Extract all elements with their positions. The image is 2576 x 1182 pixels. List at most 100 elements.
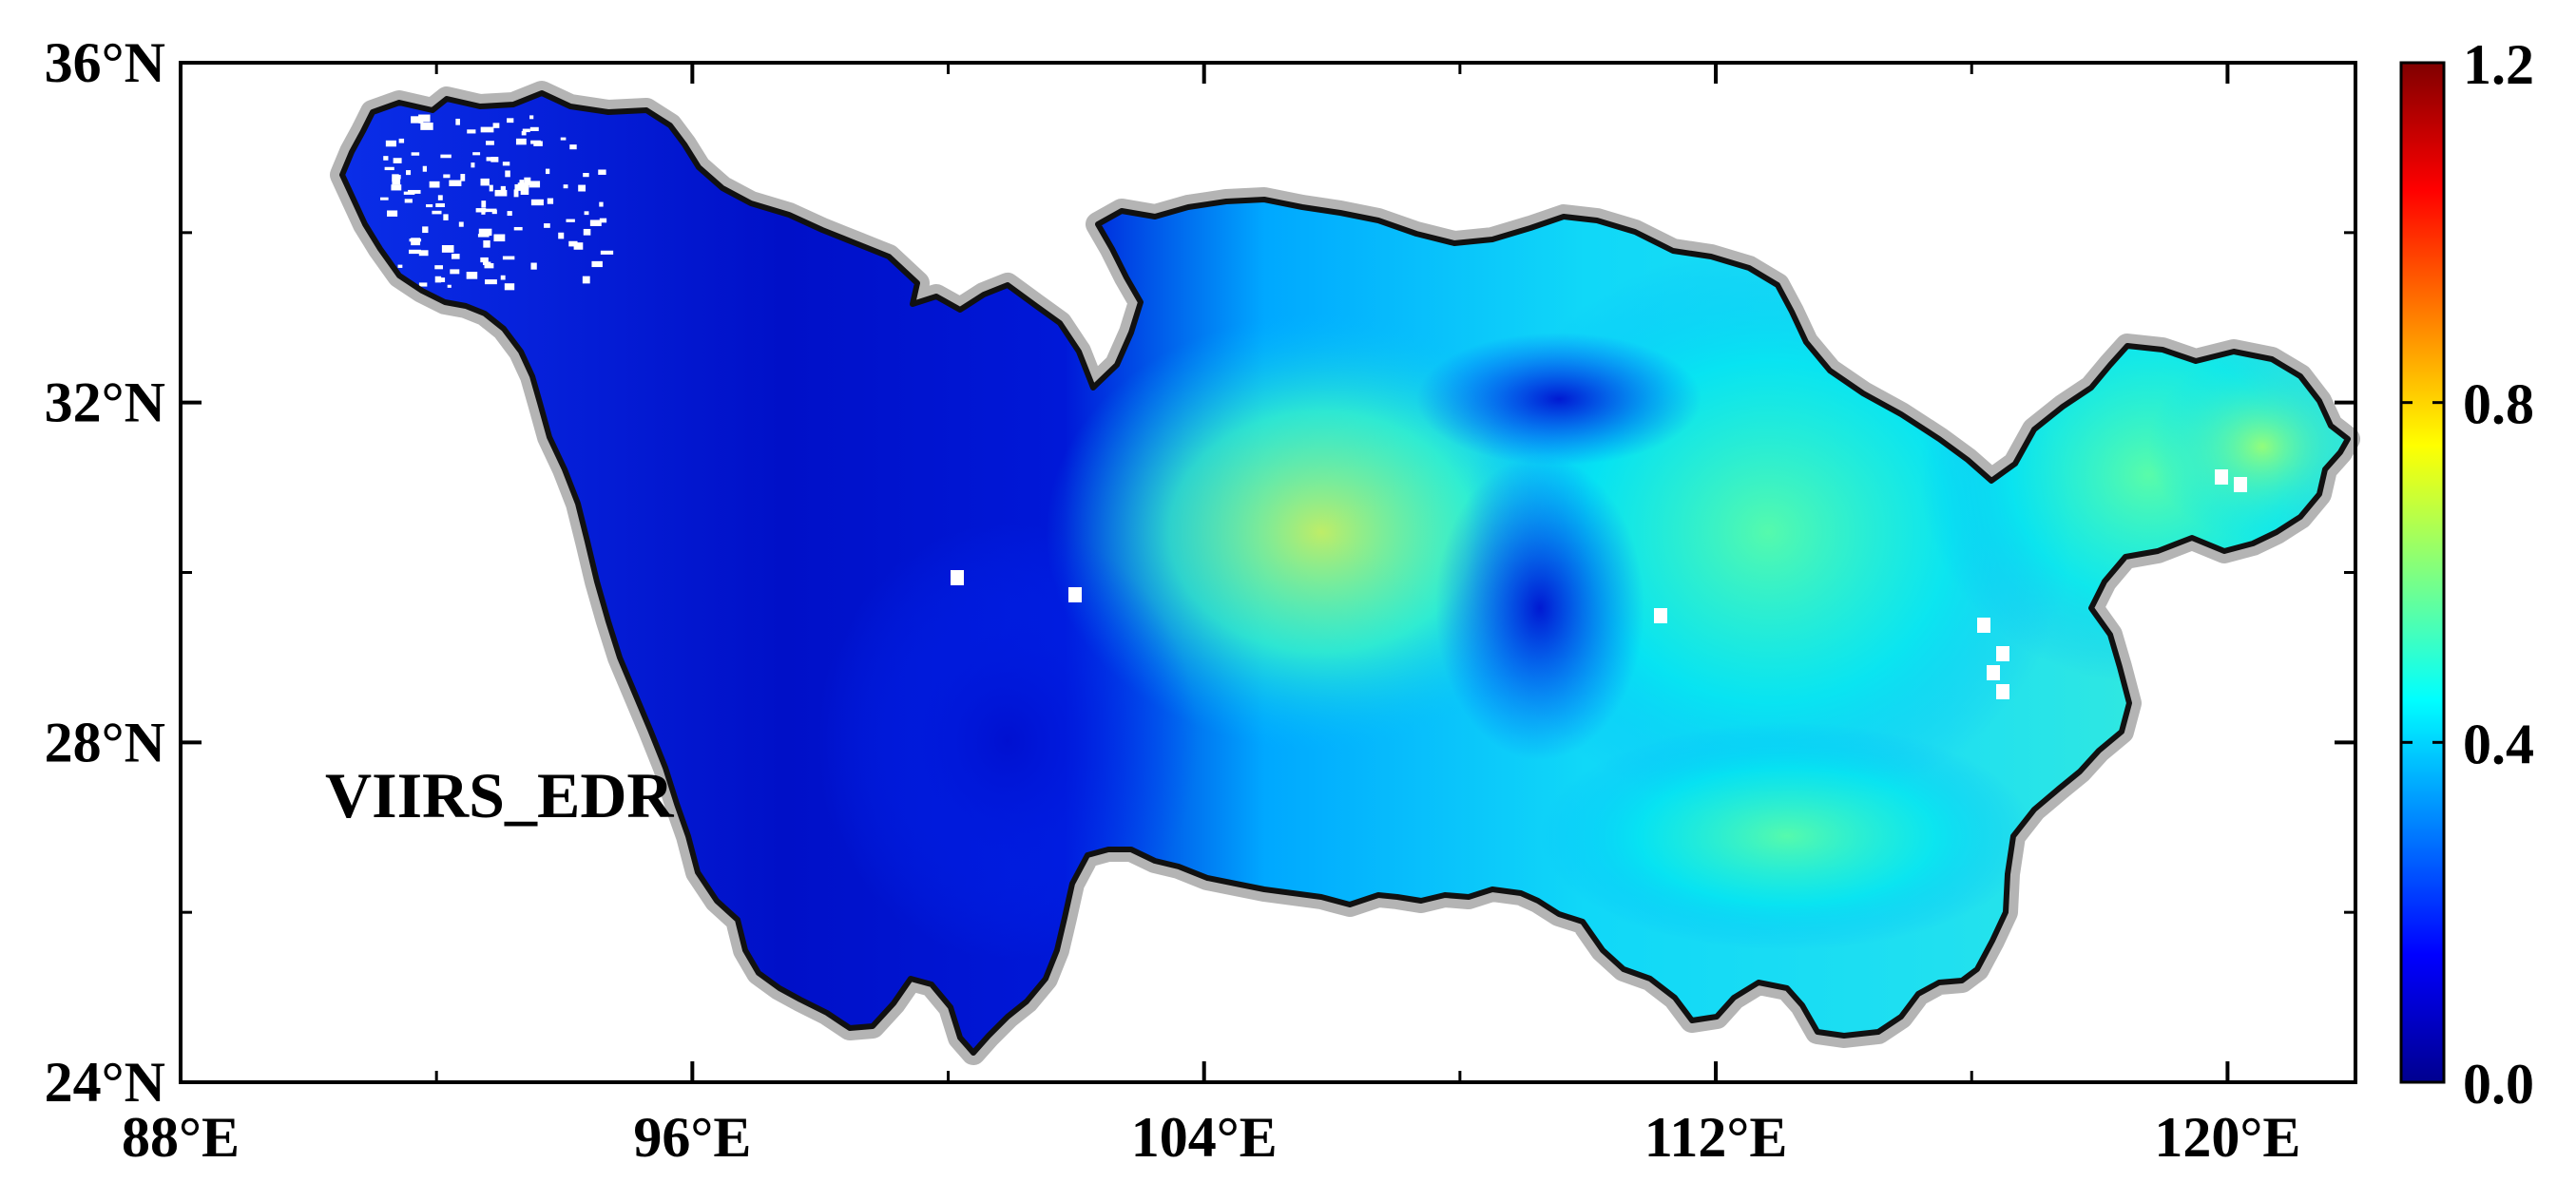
- colorbar-tick-label: 0.4: [2463, 713, 2534, 775]
- missing-pixel: [478, 228, 492, 237]
- missing-pixel: [486, 141, 494, 145]
- missing-pixel: [578, 184, 586, 192]
- missing-pixel: [500, 185, 506, 194]
- missing-pixel: [524, 177, 531, 185]
- lon-tick-label: 112°E: [1644, 1106, 1788, 1169]
- missing-pixel: [477, 234, 490, 238]
- missing-pixel: [484, 263, 494, 269]
- missing-pixel: [426, 203, 433, 208]
- missing-pixel: [434, 265, 443, 270]
- missing-pixel: [529, 126, 539, 131]
- latitude-axis: 36°N 32°N 28°N 24°N: [45, 31, 2355, 1114]
- missing-pixel: [513, 226, 523, 231]
- dark-zone-2: [1435, 456, 1644, 760]
- lon-tick-label: 104°E: [1131, 1106, 1278, 1169]
- missing-pixel: [545, 168, 550, 175]
- missing-pixel: [598, 169, 606, 175]
- colorbar-ticks: 0.0 0.4 0.8 1.2: [2401, 33, 2534, 1115]
- lat-tick-label: 32°N: [45, 372, 165, 434]
- missing-pixel: [589, 219, 602, 227]
- missing-pixel: [519, 180, 525, 183]
- missing-pixel: [505, 170, 510, 178]
- missing-pixel: [435, 202, 445, 208]
- missing-pixel: [583, 173, 589, 178]
- missing-pixel: [573, 242, 584, 250]
- missing-pixel: [434, 276, 442, 283]
- missing-pixel: [441, 244, 454, 253]
- colorbar-tick-label: 1.2: [2463, 33, 2534, 96]
- missing-pixel: [485, 279, 497, 285]
- missing-pixel: [451, 254, 460, 259]
- missing-pixel: [383, 156, 389, 161]
- colorbar: [2399, 61, 2446, 1084]
- mid-zone-south: [1540, 722, 2034, 950]
- missing-pixel: [1977, 618, 1990, 633]
- missing-pixel: [418, 282, 428, 287]
- missing-pixel: [409, 249, 421, 255]
- missing-pixel: [599, 201, 604, 207]
- missing-pixel: [422, 226, 429, 234]
- missing-pixel: [472, 152, 481, 156]
- missing-pixel: [437, 195, 443, 200]
- missing-pixel: [392, 174, 399, 182]
- missing-pixel: [1996, 684, 2009, 699]
- missing-pixel: [380, 197, 389, 200]
- missing-pixel: [411, 152, 420, 156]
- missing-pixel: [440, 154, 452, 159]
- missing-pixel: [560, 137, 567, 141]
- missing-pixel: [2215, 469, 2228, 485]
- missing-pixel: [582, 276, 590, 284]
- missing-pixel: [449, 180, 462, 186]
- lon-tick-label: 120°E: [2154, 1106, 2300, 1169]
- missing-pixel: [411, 238, 421, 246]
- missing-pixel: [384, 166, 394, 171]
- missing-pixel: [568, 240, 578, 247]
- colorbar-tick-label: 0.8: [2463, 373, 2534, 436]
- dark-zone-3: [817, 523, 1198, 960]
- missing-pixel: [447, 284, 452, 288]
- missing-pixel: [484, 208, 497, 213]
- missing-pixel: [443, 214, 449, 220]
- longitude-axis: 88°E 96°E 104°E 112°E 120°E: [122, 63, 2300, 1169]
- missing-pixel: [513, 189, 519, 198]
- missing-pixel: [467, 129, 476, 134]
- missing-pixel: [404, 199, 413, 203]
- missing-pixel: [393, 158, 402, 163]
- missing-pixel: [480, 257, 489, 263]
- lat-tick-label: 28°N: [45, 711, 165, 773]
- basin-boundary: [339, 90, 2351, 1056]
- missing-pixel: [2234, 477, 2247, 492]
- missing-pixel: [385, 140, 396, 147]
- basin-region: [330, 81, 2360, 1065]
- missing-pixel: [1996, 646, 2009, 661]
- missing-pixel: [566, 219, 575, 222]
- missing-pixel: [599, 218, 607, 223]
- missing-pixel: [406, 170, 412, 176]
- missing-pixel: [530, 199, 544, 206]
- missing-pixel: [460, 174, 466, 181]
- missing-pixel: [411, 116, 422, 124]
- missing-pixel: [583, 228, 591, 236]
- missing-pixel: [547, 198, 554, 204]
- missing-pixel: [569, 144, 577, 150]
- missing-pixel: [418, 250, 429, 257]
- missing-pixel: [1654, 608, 1667, 623]
- missing-pixel: [482, 261, 491, 265]
- missing-pixel: [522, 128, 530, 133]
- missing-pixel: [494, 189, 508, 197]
- missing-pixel: [480, 178, 490, 186]
- missing-pixel: [584, 211, 589, 216]
- missing-pixel: [403, 191, 415, 195]
- missing-pixel: [466, 272, 478, 279]
- missing-pixel: [480, 126, 494, 133]
- missing-pixel: [951, 570, 964, 585]
- missing-pixel: [520, 187, 529, 195]
- missing-pixel: [492, 123, 500, 128]
- missing-pixel: [525, 181, 537, 185]
- missing-pixel: [530, 262, 537, 270]
- missing-pixel: [544, 223, 550, 228]
- missing-pixel: [600, 250, 614, 255]
- missing-pixel: [507, 211, 512, 217]
- missing-pixel: [483, 239, 490, 248]
